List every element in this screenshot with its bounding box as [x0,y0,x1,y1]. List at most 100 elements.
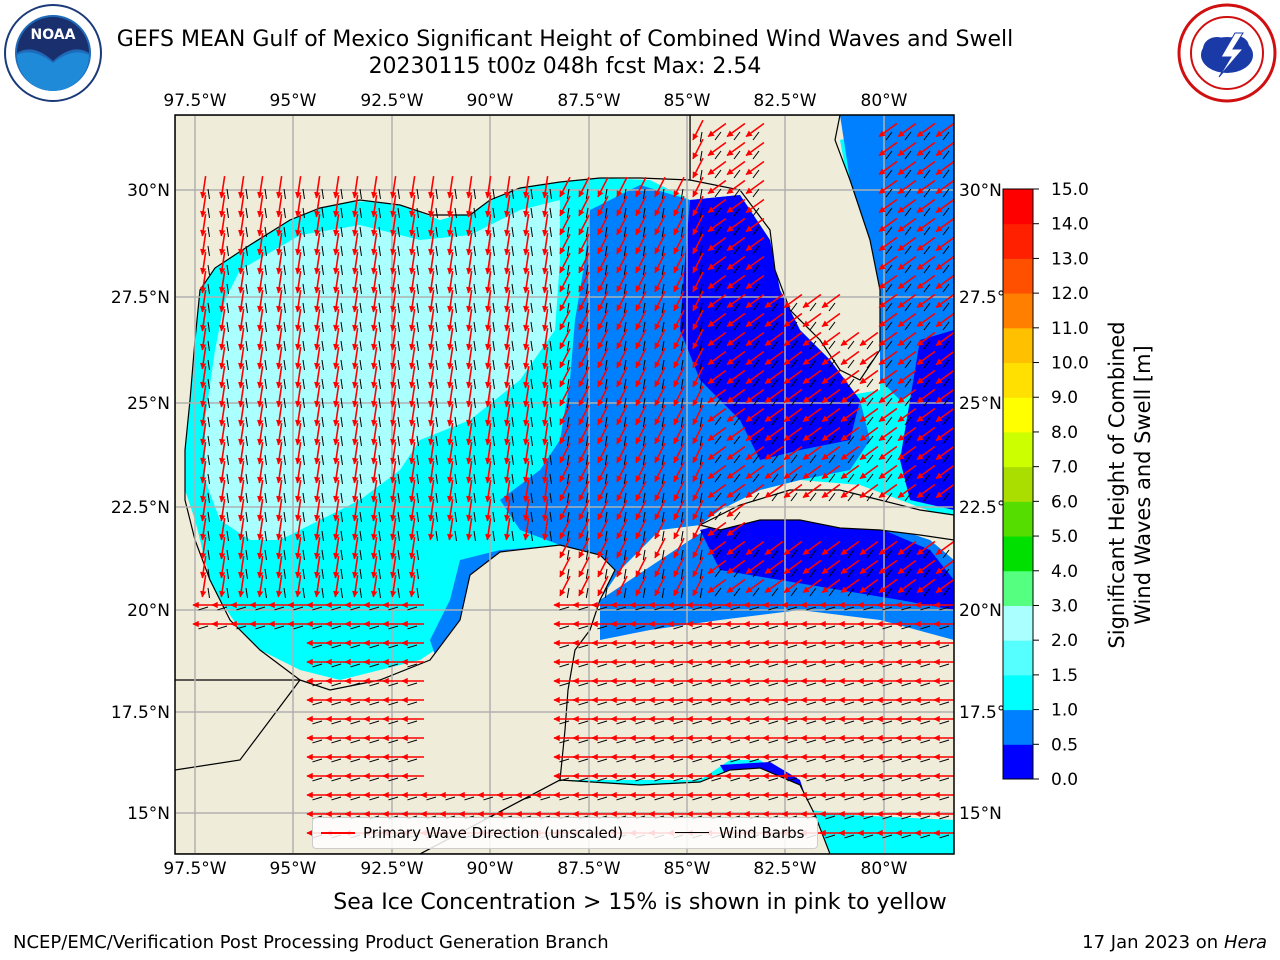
wind-barb [752,264,760,274]
wave-arrow [352,385,359,408]
wind-barb [549,416,552,427]
colorbar-tick-label: 14.0 [1051,215,1089,235]
wave-arrow [935,350,954,366]
wind-barb [321,302,324,313]
wave-arrow [200,404,207,427]
wind-barb [530,207,533,218]
wind-barb [492,397,495,408]
wave-arrow [295,347,302,370]
lon-tick-top: 82.5°W [753,91,816,111]
wave-arrow [897,236,917,252]
wind-barb [904,188,912,198]
wave-arrow [428,328,435,351]
wave-arrow [333,233,340,256]
wind-barb [752,207,760,217]
wave-arrow [597,214,609,236]
wind-barb [321,435,324,446]
wind-barb [435,188,438,199]
wind-barb [714,302,722,312]
wave-arrow [257,195,264,218]
wind-barb [207,359,210,370]
wave-arrow [333,195,340,218]
wave-arrow [238,404,245,427]
wind-barb [321,207,324,218]
wind-barb [733,169,741,179]
wave-arrow [219,233,226,256]
wave-arrow [916,369,936,385]
wind-barb [245,378,248,389]
wind-barb [642,188,646,199]
wave-arrow [542,176,549,199]
wind-barb [245,397,248,408]
wave-arrow [390,214,397,237]
wave-arrow [726,198,746,214]
wave-direction-arrows [192,119,954,839]
wind-barb [302,188,305,199]
wind-barb [680,359,684,370]
wave-arrow [935,331,954,347]
wave-arrow [276,385,283,408]
arrow-legend-swatch [321,832,355,834]
wave-arrow [897,160,917,176]
wind-barb [473,416,476,427]
wind-barb [847,340,855,350]
wave-arrow [485,423,492,446]
wind-barb [809,359,817,369]
wave-arrow [428,176,435,199]
wind-barb [473,378,476,389]
wave-arrow [878,369,898,385]
wind-barb [566,397,570,408]
wind-barb [492,321,495,332]
wind-barb [454,321,457,332]
wind-barb [904,283,912,293]
wind-barb [359,397,362,408]
lat-tick-left: 25°N [127,394,170,414]
wave-arrow [597,423,609,445]
wave-arrow [523,404,530,427]
wave-arrow [447,328,454,351]
wind-barb [942,340,950,350]
wind-barb [435,321,438,332]
wave-arrow [878,255,898,271]
wind-barb [585,416,589,427]
wave-arrow [654,176,666,198]
wind-barb [378,359,381,370]
wave-arrow [200,385,207,408]
wind-barb [359,435,362,446]
wind-barb [566,226,570,237]
wind-barb [530,188,533,199]
wind-barb [454,359,457,370]
wave-arrow [859,369,879,385]
colorbar-segment [1003,744,1033,780]
wave-arrow [409,271,416,294]
wind-barb [790,397,798,407]
wave-arrow [485,366,492,389]
wind-barb [699,264,703,275]
wind-barb [733,226,741,236]
sea-ice-note: Sea Ice Concentration > 15% is shown in … [333,890,947,915]
wave-arrow [673,233,685,255]
wave-arrow [352,366,359,389]
wave-arrow [428,195,435,218]
wind-barb [435,302,438,313]
wind-barb [623,321,627,332]
wind-barb [904,131,912,141]
wave-arrow [935,255,954,271]
wave-arrow [447,233,454,256]
wave-arrow [578,271,590,293]
wave-arrow [276,423,283,446]
colorbar-tick-label: 6.0 [1051,492,1078,512]
wave-arrow [390,347,397,370]
colorbar-tick-label: 11.0 [1051,319,1089,339]
wave-arrow [635,290,647,312]
wave-arrow [257,290,264,313]
wave-arrow [276,404,283,427]
wind-barb [847,378,855,388]
wave-arrow [597,404,609,426]
wind-barb [904,378,912,388]
wind-barb [585,283,589,294]
wind-barb [661,245,665,256]
wave-arrow [935,122,954,138]
wind-barb [416,207,419,218]
wave-arrow [200,290,207,313]
